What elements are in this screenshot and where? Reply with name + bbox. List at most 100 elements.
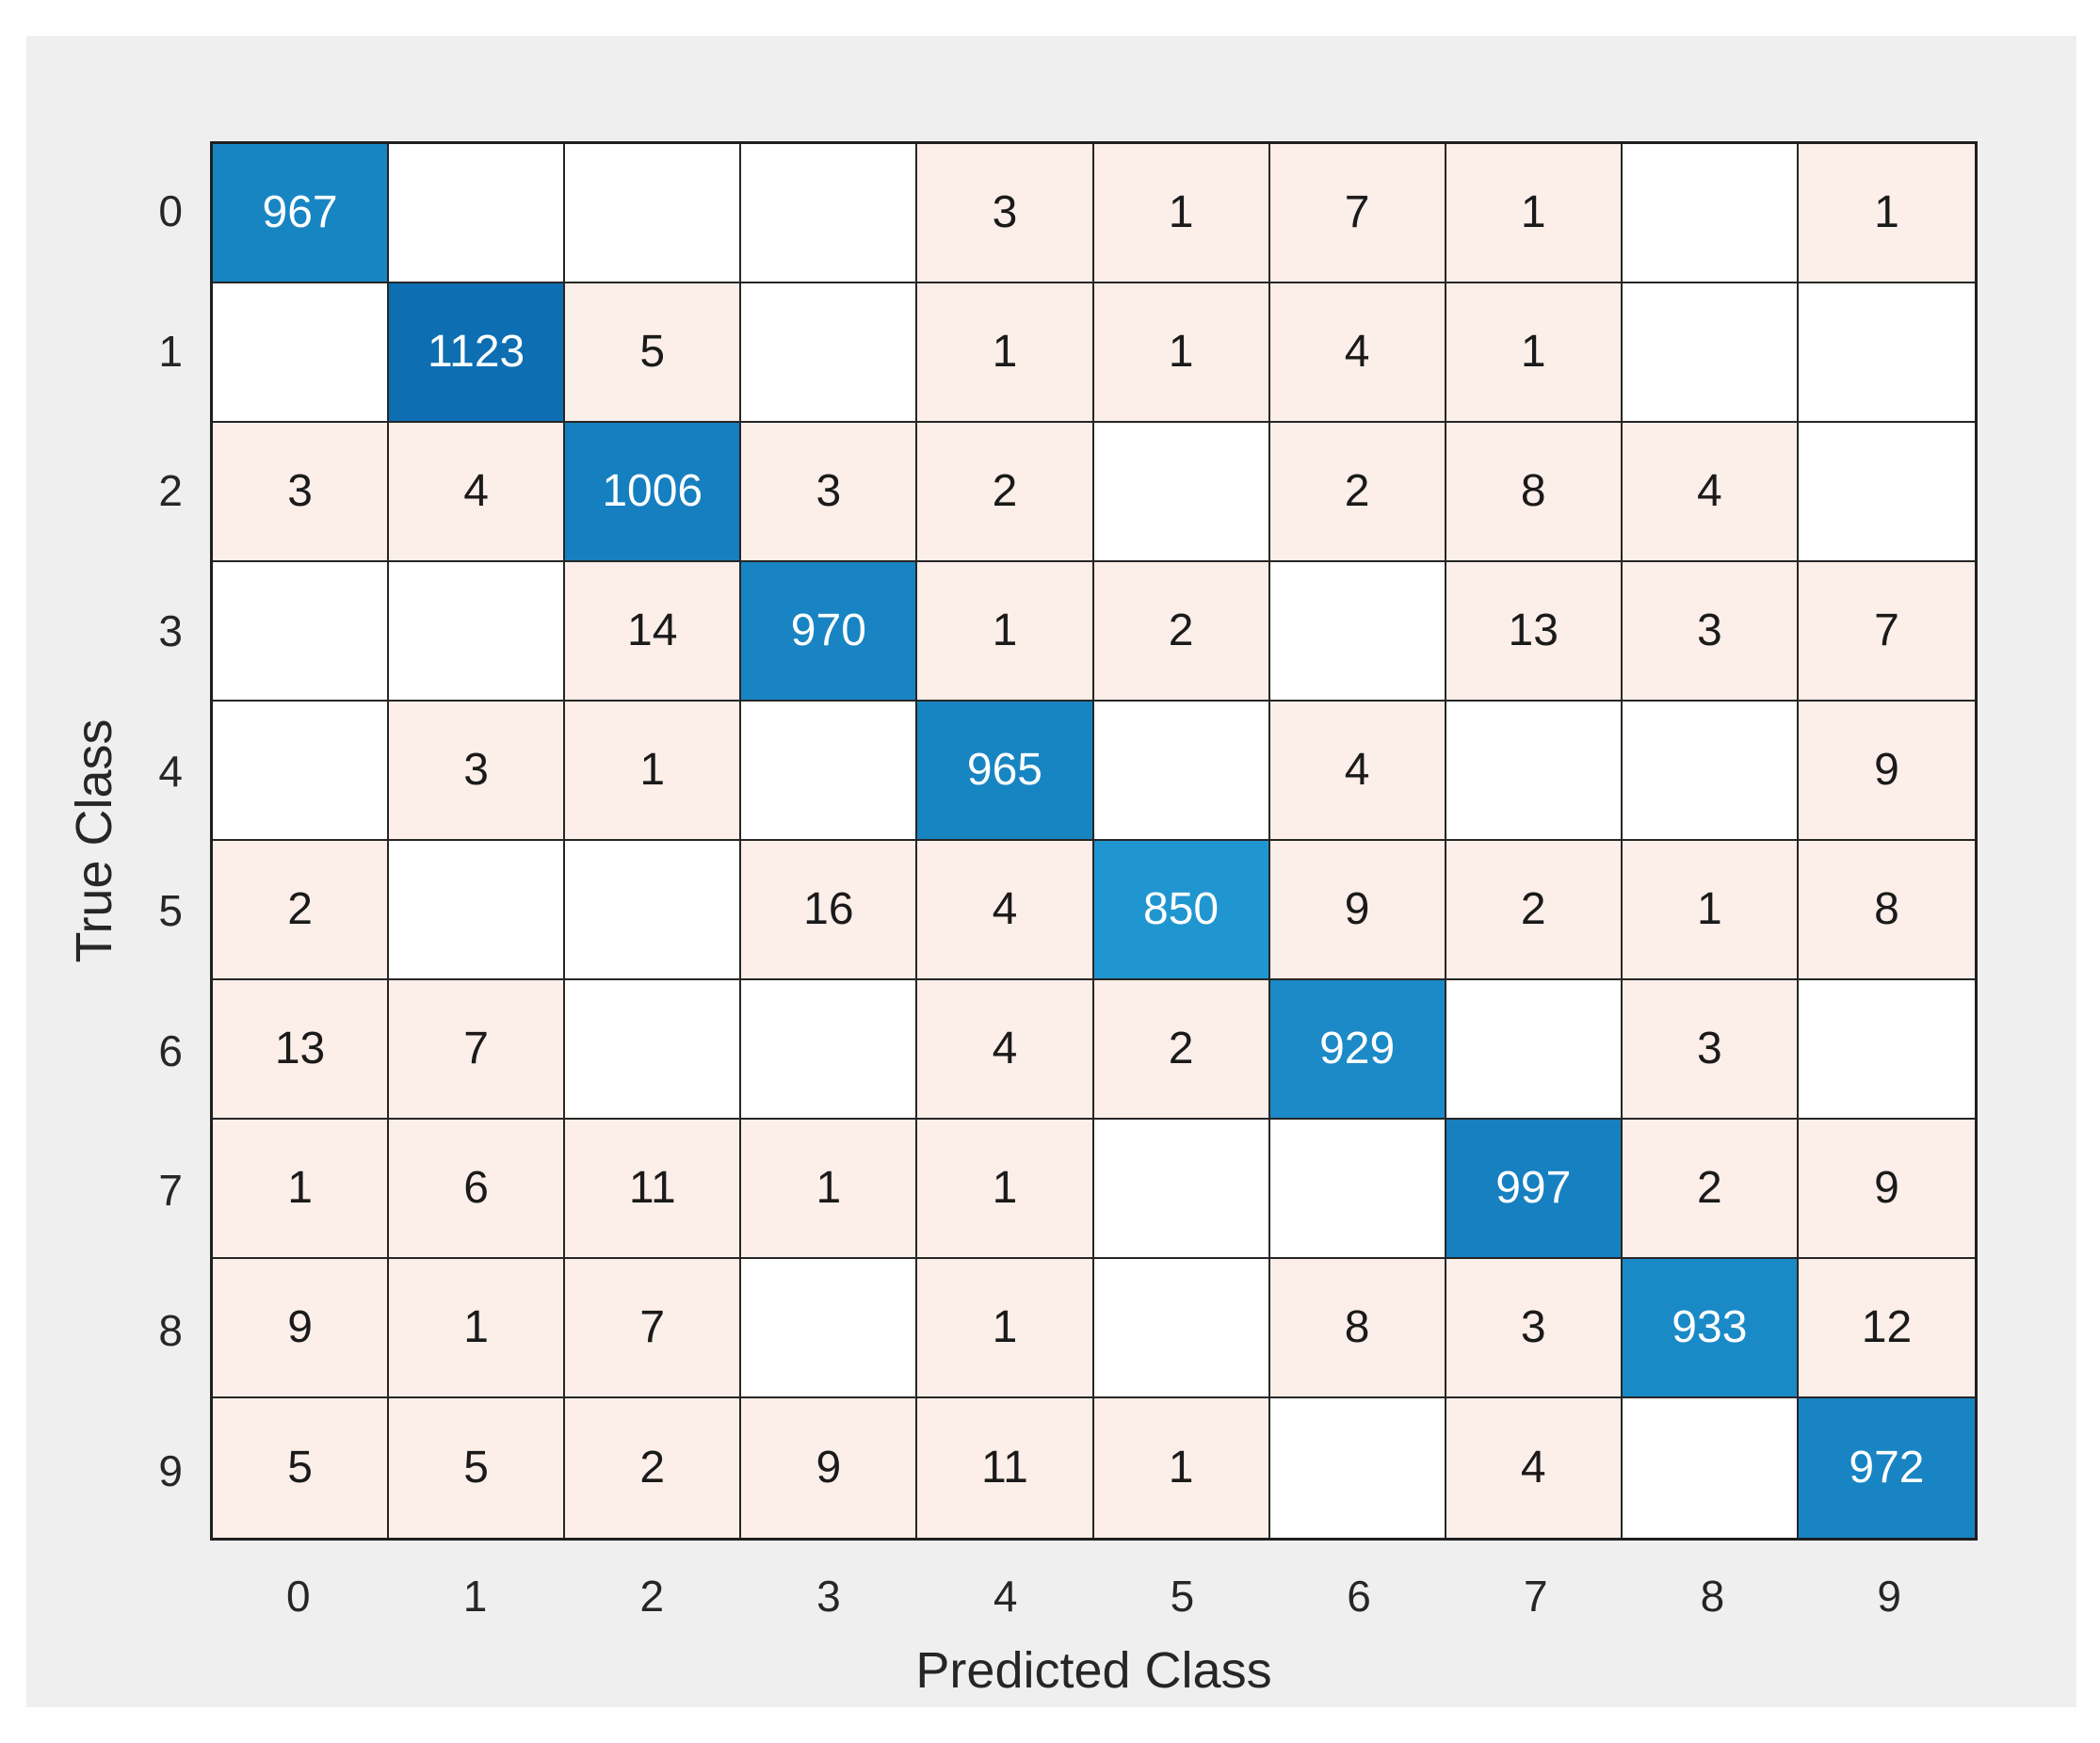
matrix-cell [213, 562, 390, 702]
matrix-cell [1446, 980, 1623, 1120]
matrix-cell: 5 [389, 1398, 566, 1538]
matrix-cell: 3 [389, 702, 566, 841]
matrix-cell: 9 [1798, 1120, 1975, 1259]
matrix-cell [1622, 283, 1799, 423]
x-tick-label: 6 [1347, 1572, 1371, 1621]
matrix-cell: 2 [1446, 841, 1623, 980]
matrix-cell: 929 [1269, 980, 1446, 1120]
matrix-cell: 4 [1446, 1398, 1623, 1538]
y-axis-ticks: 0 1 2 3 4 5 6 7 8 9 [26, 141, 196, 1541]
matrix-cell: 7 [565, 1259, 742, 1398]
matrix-cell: 16 [741, 841, 918, 980]
matrix-cell: 2 [1269, 423, 1446, 562]
matrix-cell: 9 [741, 1398, 918, 1538]
matrix-cell: 2 [1622, 1120, 1799, 1259]
matrix-cell: 7 [389, 980, 566, 1120]
matrix-cell [741, 144, 918, 283]
matrix-cell [389, 562, 566, 702]
matrix-cell: 2 [1093, 562, 1270, 702]
x-axis-label: Predicted Class [915, 1642, 1272, 1699]
y-tick-label: 4 [158, 746, 183, 796]
y-tick-label: 9 [158, 1445, 183, 1495]
matrix-cell [213, 283, 390, 423]
matrix-cell [1798, 980, 1975, 1120]
x-tick-label: 2 [639, 1572, 665, 1621]
matrix-cell: 3 [917, 144, 1094, 283]
matrix-cell: 4 [1622, 423, 1799, 562]
y-tick-label: 2 [158, 466, 183, 516]
matrix-cell: 1 [1093, 1398, 1270, 1538]
confusion-matrix-grid: 967 3 1 7 1 1 1123 5 1 1 4 1 3 4 1006 3 2 2 8 4 14 970 1 2 13 3 7 3… [210, 141, 1978, 1541]
matrix-cell: 970 [741, 562, 918, 702]
matrix-cell: 1 [1446, 283, 1623, 423]
matrix-cell: 850 [1093, 841, 1270, 980]
matrix-cell [213, 702, 390, 841]
x-tick-label: 8 [1700, 1572, 1725, 1621]
matrix-cell: 1 [917, 562, 1094, 702]
matrix-cell [1446, 702, 1623, 841]
matrix-cell: 9 [1269, 841, 1446, 980]
matrix-cell: 2 [565, 1398, 742, 1538]
matrix-cell [565, 841, 742, 980]
x-tick-label: 4 [993, 1572, 1018, 1621]
matrix-cell [1093, 1259, 1270, 1398]
matrix-cell: 965 [917, 702, 1094, 841]
matrix-cell: 2 [213, 841, 390, 980]
matrix-cell: 1123 [389, 283, 566, 423]
y-tick-label: 3 [158, 606, 183, 656]
matrix-cell [1269, 1120, 1446, 1259]
matrix-cell [389, 841, 566, 980]
matrix-cell: 967 [213, 144, 390, 283]
matrix-cell [1269, 562, 1446, 702]
matrix-cell: 13 [213, 980, 390, 1120]
matrix-cell: 2 [1093, 980, 1270, 1120]
matrix-cell [1798, 423, 1975, 562]
matrix-cell: 8 [1446, 423, 1623, 562]
x-tick-label: 7 [1523, 1572, 1548, 1621]
matrix-cell [1093, 423, 1270, 562]
x-tick-label: 9 [1877, 1572, 1901, 1621]
x-axis-ticks: 0 1 2 3 4 5 6 7 8 9 [210, 1554, 1978, 1638]
matrix-cell: 1006 [565, 423, 742, 562]
matrix-cell: 933 [1622, 1259, 1799, 1398]
y-tick-label: 1 [158, 326, 183, 376]
matrix-cell: 11 [917, 1398, 1094, 1538]
matrix-cell: 3 [1622, 980, 1799, 1120]
matrix-cell: 1 [1093, 283, 1270, 423]
matrix-cell: 4 [917, 980, 1094, 1120]
matrix-cell [565, 144, 742, 283]
matrix-cell [1269, 1398, 1446, 1538]
matrix-cell: 5 [565, 283, 742, 423]
matrix-cell [741, 702, 918, 841]
matrix-cell: 1 [1093, 144, 1270, 283]
x-tick-label: 0 [286, 1572, 311, 1621]
matrix-cell: 4 [1269, 702, 1446, 841]
matrix-cell: 3 [1622, 562, 1799, 702]
matrix-cell: 14 [565, 562, 742, 702]
matrix-cell: 12 [1798, 1259, 1975, 1398]
matrix-cell: 1 [565, 702, 742, 841]
matrix-cell [389, 144, 566, 283]
matrix-cell [1622, 144, 1799, 283]
x-tick-label: 1 [462, 1572, 488, 1621]
matrix-cell [741, 283, 918, 423]
matrix-cell: 8 [1798, 841, 1975, 980]
matrix-cell: 3 [741, 423, 918, 562]
y-tick-label: 0 [158, 186, 183, 236]
matrix-cell: 1 [389, 1259, 566, 1398]
y-tick-label: 7 [158, 1166, 183, 1216]
matrix-cell: 8 [1269, 1259, 1446, 1398]
matrix-cell: 2 [917, 423, 1094, 562]
matrix-cell [1798, 283, 1975, 423]
matrix-cell [1622, 1398, 1799, 1538]
x-tick-label: 5 [1170, 1572, 1195, 1621]
matrix-cell: 11 [565, 1120, 742, 1259]
matrix-cell: 13 [1446, 562, 1623, 702]
x-tick-label: 3 [816, 1572, 841, 1621]
matrix-cell [1093, 702, 1270, 841]
matrix-cell: 5 [213, 1398, 390, 1538]
matrix-cell [565, 980, 742, 1120]
matrix-cell: 997 [1446, 1120, 1623, 1259]
